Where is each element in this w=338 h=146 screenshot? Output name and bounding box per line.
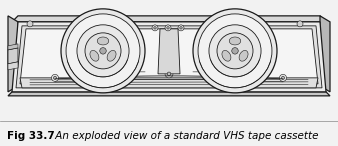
Circle shape: [100, 48, 106, 54]
Circle shape: [193, 9, 277, 93]
Polygon shape: [20, 29, 318, 84]
Circle shape: [165, 25, 171, 31]
Circle shape: [53, 76, 56, 79]
Circle shape: [66, 14, 140, 88]
Circle shape: [232, 48, 238, 54]
Polygon shape: [12, 16, 326, 22]
Polygon shape: [12, 22, 326, 92]
Circle shape: [198, 14, 272, 88]
Ellipse shape: [107, 51, 116, 61]
Circle shape: [280, 74, 287, 81]
Circle shape: [165, 70, 173, 78]
Polygon shape: [8, 92, 330, 96]
Polygon shape: [8, 16, 18, 92]
Circle shape: [167, 72, 171, 76]
Ellipse shape: [90, 51, 99, 61]
Circle shape: [61, 9, 145, 93]
Circle shape: [27, 21, 33, 27]
Circle shape: [154, 27, 156, 29]
Polygon shape: [8, 44, 18, 50]
Text: Fig 33.7: Fig 33.7: [7, 131, 54, 141]
Ellipse shape: [229, 37, 241, 45]
Circle shape: [77, 25, 129, 77]
Polygon shape: [158, 29, 180, 74]
Ellipse shape: [239, 51, 248, 61]
Circle shape: [180, 27, 182, 29]
Circle shape: [51, 74, 58, 81]
Ellipse shape: [97, 37, 109, 45]
Circle shape: [85, 33, 121, 69]
Polygon shape: [16, 26, 322, 88]
Circle shape: [282, 76, 285, 79]
Polygon shape: [8, 62, 18, 70]
Circle shape: [178, 25, 184, 31]
Circle shape: [217, 33, 253, 69]
Polygon shape: [320, 16, 330, 92]
Circle shape: [209, 25, 261, 77]
Circle shape: [297, 21, 303, 27]
Circle shape: [152, 25, 158, 31]
Ellipse shape: [222, 51, 231, 61]
Polygon shape: [8, 48, 18, 64]
Text: An exploded view of a standard VHS tape cassette: An exploded view of a standard VHS tape …: [52, 131, 319, 141]
Circle shape: [167, 27, 169, 29]
Polygon shape: [20, 78, 318, 88]
